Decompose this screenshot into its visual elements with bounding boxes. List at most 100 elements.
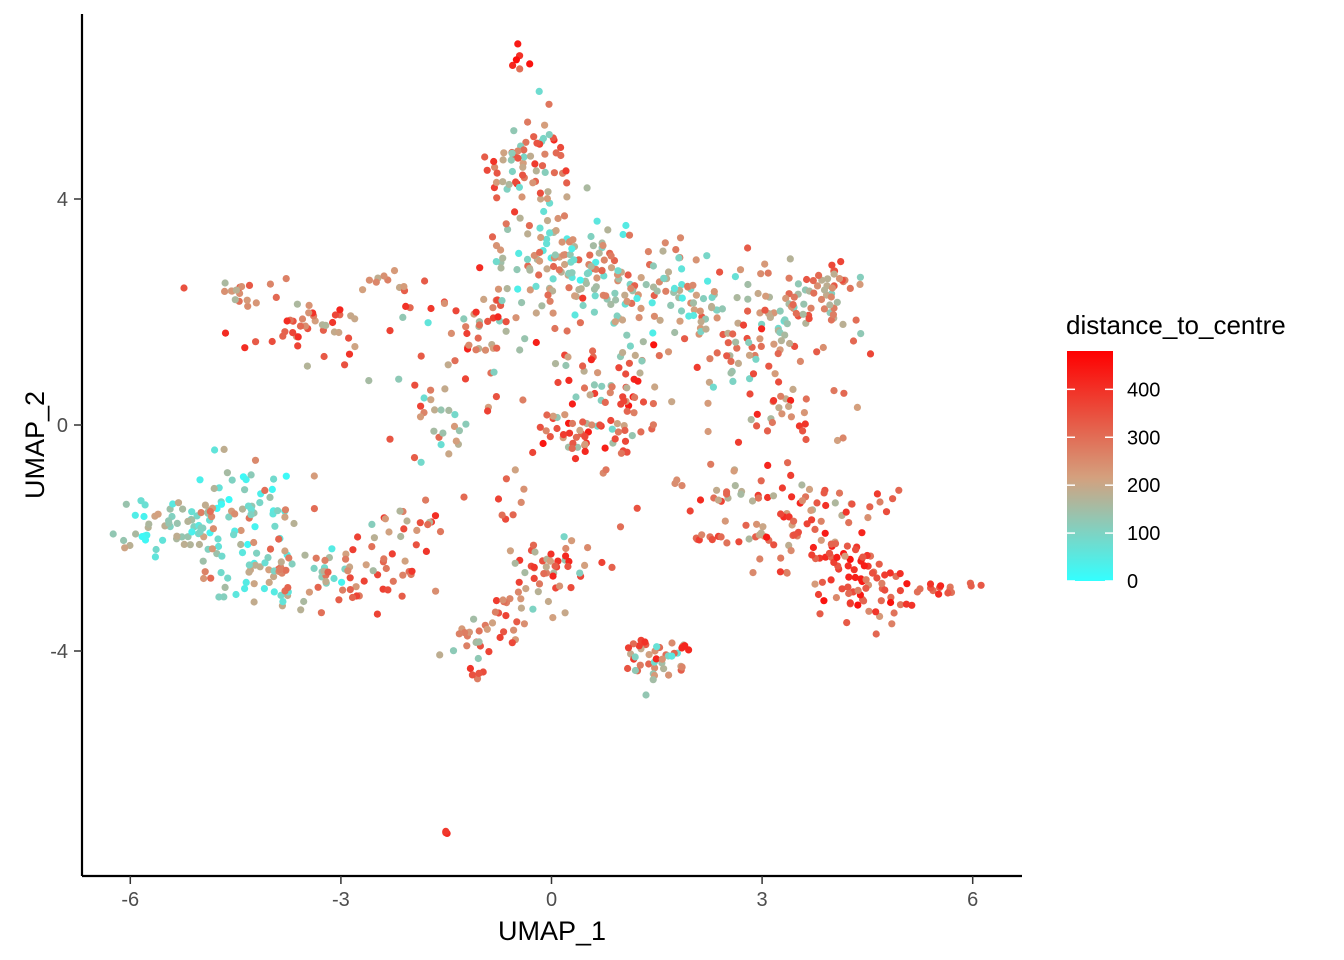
data-point (628, 432, 636, 440)
data-point (562, 544, 570, 553)
data-point (856, 280, 864, 288)
data-point (832, 594, 841, 602)
data-point (488, 233, 497, 241)
data-point (621, 437, 630, 445)
data-point (245, 561, 253, 569)
data-point (484, 407, 492, 415)
data-point (359, 286, 367, 294)
data-point (606, 389, 614, 397)
data-point (514, 147, 522, 155)
data-point (581, 433, 589, 441)
data-point (281, 513, 289, 521)
data-point (460, 315, 468, 323)
data-point (540, 570, 548, 578)
data-point (845, 573, 853, 581)
data-point (761, 306, 769, 314)
data-point (546, 229, 554, 237)
data-point (809, 543, 818, 552)
data-point (321, 556, 329, 565)
x-tick-label: 6 (967, 889, 978, 911)
data-point (881, 571, 889, 579)
data-point (602, 292, 610, 300)
data-point (621, 426, 629, 434)
data-point (559, 431, 568, 439)
data-point (598, 382, 606, 390)
data-point (636, 369, 644, 377)
data-point (659, 247, 667, 255)
data-point (348, 593, 357, 602)
data-point (524, 230, 532, 238)
data-point (547, 550, 555, 558)
data-point (602, 466, 610, 474)
data-point (935, 590, 943, 598)
data-point (531, 548, 539, 556)
data-point (184, 533, 192, 541)
data-point (777, 337, 786, 345)
data-point (631, 666, 640, 675)
data-point (491, 608, 499, 616)
data-point (626, 342, 635, 350)
data-point (530, 563, 538, 571)
data-point (261, 559, 269, 567)
data-point (977, 581, 985, 589)
data-point (611, 289, 619, 297)
data-point (650, 341, 658, 349)
data-point (396, 507, 404, 515)
data-point (661, 239, 669, 247)
data-point (623, 297, 631, 305)
data-point (509, 511, 517, 519)
data-point (777, 392, 785, 400)
data-point (896, 587, 905, 595)
data-point (372, 278, 380, 286)
data-point (841, 552, 849, 560)
data-point (499, 254, 507, 262)
data-point (365, 276, 373, 284)
data-point (565, 376, 573, 384)
data-point (165, 517, 173, 525)
data-point (787, 396, 795, 405)
data-point (537, 195, 545, 203)
data-point (342, 555, 350, 563)
data-point (821, 529, 829, 537)
data-point (532, 309, 540, 317)
data-point (564, 562, 572, 571)
data-point (799, 310, 807, 318)
data-point (217, 500, 226, 508)
data-point (422, 496, 430, 504)
data-point (758, 325, 766, 333)
data-point (120, 536, 128, 545)
data-point (188, 508, 196, 516)
data-point (576, 426, 584, 434)
data-point (835, 489, 844, 497)
data-point (637, 428, 645, 436)
data-point (463, 642, 471, 650)
data-point (266, 280, 274, 288)
data-point (723, 539, 731, 547)
data-point (330, 574, 338, 583)
data-point (768, 418, 777, 427)
data-point (447, 329, 455, 337)
data-point (498, 297, 506, 305)
data-point (346, 574, 354, 582)
data-point (546, 433, 554, 441)
data-point (541, 121, 549, 129)
data-point (526, 152, 535, 160)
data-point (601, 398, 609, 406)
legend-break-label: 100 (1127, 523, 1160, 545)
data-point (173, 532, 181, 540)
data-point (231, 296, 239, 304)
data-point (633, 504, 641, 512)
data-point (576, 276, 584, 284)
data-point (744, 295, 752, 303)
data-point (251, 561, 259, 569)
data-point (546, 557, 555, 565)
data-point (536, 224, 544, 232)
data-point (538, 302, 546, 310)
data-point (572, 433, 581, 441)
data-point (437, 441, 445, 449)
data-point (805, 485, 814, 493)
data-point (151, 553, 159, 561)
data-point (826, 301, 834, 309)
data-point (590, 308, 599, 316)
data-point (798, 481, 806, 489)
